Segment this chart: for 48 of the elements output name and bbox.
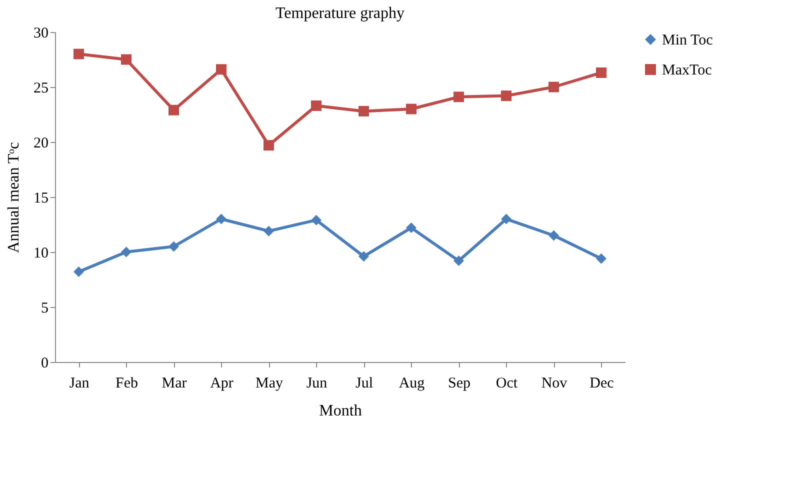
x-tick-label: Apr <box>210 376 234 392</box>
x-tick-label: May <box>256 376 284 392</box>
chart-title: Temperature graphy <box>275 5 405 22</box>
y-axis-title: Annual mean Tᵒc <box>6 142 22 253</box>
point <box>311 100 322 111</box>
point <box>264 226 274 236</box>
x-tick-label: Nov <box>541 376 568 392</box>
point <box>121 54 132 65</box>
point <box>596 253 606 264</box>
point <box>311 214 322 226</box>
point <box>501 90 512 102</box>
point <box>168 241 179 252</box>
x-tick-label: Aug <box>398 376 426 392</box>
point <box>216 214 226 224</box>
point <box>596 67 606 78</box>
point <box>264 140 274 151</box>
point <box>548 82 559 92</box>
y-tick-label: 5 <box>41 300 48 316</box>
point <box>454 256 464 266</box>
point <box>548 230 559 241</box>
x-tick-label: Jun <box>306 376 328 392</box>
point <box>501 214 512 224</box>
point <box>74 48 84 60</box>
y-tick-label: 10 <box>34 246 48 262</box>
point <box>74 266 84 278</box>
y-tick-label: 20 <box>34 136 48 152</box>
point <box>216 64 226 75</box>
x-tick-label: Jul <box>355 376 374 392</box>
y-tick-label: 0 <box>41 356 48 372</box>
point <box>168 104 179 116</box>
y-tick-label: 30 <box>34 26 48 42</box>
point <box>358 106 369 116</box>
x-tick-label: Sep <box>448 376 470 392</box>
legend-label: MaxToc <box>662 62 712 78</box>
x-tick-label: Oct <box>496 376 518 392</box>
point <box>406 222 416 234</box>
x-tick-label: Mar <box>162 376 187 392</box>
point <box>454 92 464 102</box>
point <box>358 251 369 262</box>
point <box>406 104 416 114</box>
y-tick-label: 15 <box>34 190 48 206</box>
x-tick-label: Jan <box>69 376 90 392</box>
legend-label: Min Toc <box>662 32 714 48</box>
point <box>121 246 132 258</box>
y-tick-label: 25 <box>34 80 48 96</box>
x-tick-label: Dec <box>590 376 614 392</box>
x-axis-title: Month <box>319 402 362 420</box>
x-tick-label: Feb <box>116 376 138 392</box>
